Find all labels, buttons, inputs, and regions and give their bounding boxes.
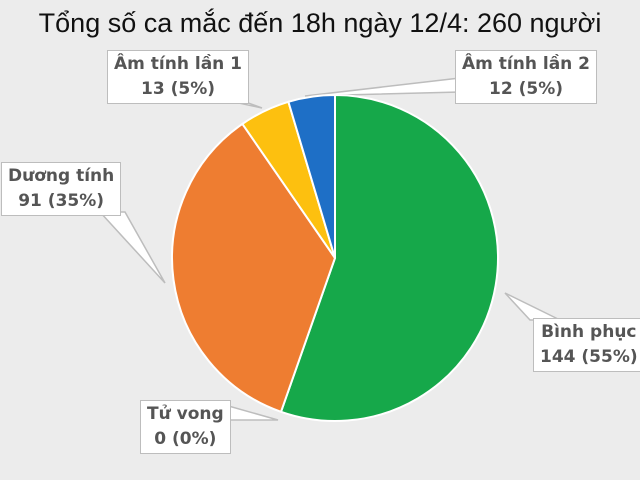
callout-duong-tinh: Dương tính 91 (35%) — [1, 162, 122, 216]
leader-binh-phuc — [504, 292, 561, 321]
label-name: Dương tính — [8, 166, 115, 186]
leader-am-tinh-2 — [304, 77, 461, 97]
slice-am-tinh-2 — [287, 93, 336, 259]
label-value: 91 (35%) — [18, 191, 105, 211]
label-value: 12 (5%) — [489, 79, 563, 99]
label-name: Âm tính lần 1 — [114, 54, 243, 74]
slice-duong-tinh — [171, 122, 337, 414]
label-value: 0 (0%) — [154, 429, 217, 449]
label-value: 144 (55%) — [540, 347, 638, 367]
callout-binh-phuc: Bình phục 144 (55%) — [533, 318, 640, 372]
callout-am-tinh-1: Âm tính lần 1 13 (5%) — [107, 50, 250, 104]
label-name: Bình phục — [541, 322, 637, 342]
callout-am-tinh-2: Âm tính lần 2 12 (5%) — [455, 50, 598, 104]
leader-duong-tinh — [98, 211, 166, 284]
label-name: Âm tính lần 2 — [462, 54, 591, 74]
chart-title: Tổng số ca mắc đến 18h ngày 12/4: 260 ng… — [38, 8, 602, 38]
label-name: Tử vong — [147, 404, 224, 424]
callout-tu-vong: Tử vong 0 (0%) — [140, 400, 231, 454]
label-value: 13 (5%) — [141, 79, 215, 99]
